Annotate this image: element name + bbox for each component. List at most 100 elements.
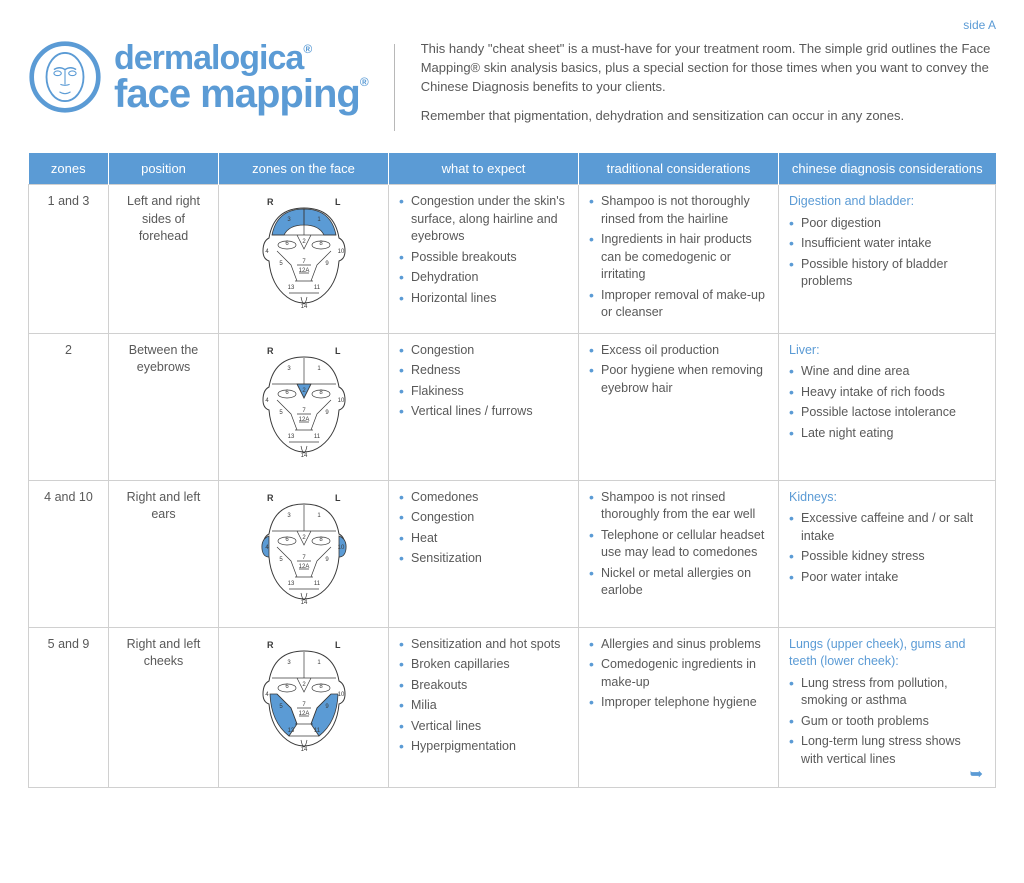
svg-text:14: 14 [301, 453, 308, 459]
bullet-list: Allergies and sinus problems Comedogenic … [589, 636, 768, 712]
list-item: Possible breakouts [399, 249, 568, 267]
th-zones: zones [29, 153, 109, 185]
list-item: Possible history of bladder problems [789, 256, 985, 291]
list-item: Nickel or metal allergies on earlobe [589, 565, 768, 600]
bullet-list: CongestionRednessFlakinessVertical lines… [399, 342, 568, 421]
continue-arrow-icon: ➥ [789, 771, 985, 779]
svg-text:13: 13 [288, 728, 295, 734]
logo-block: dermalogica face mapping [28, 40, 368, 114]
list-item: Telephone or cellular headset use may le… [589, 527, 768, 562]
svg-text:13: 13 [288, 434, 295, 440]
zone-cell: 5 and 9 [29, 627, 109, 788]
face-diagram-cell: R L [219, 480, 389, 627]
list-item: Sensitization and hot spots [399, 636, 568, 654]
chinese-title: Kidneys: [789, 489, 985, 507]
svg-text:10: 10 [338, 398, 345, 404]
list-item: Gum or tooth problems [789, 713, 985, 731]
list-item: Comedones [399, 489, 568, 507]
svg-text:14: 14 [301, 304, 308, 310]
list-item: Late night eating [789, 425, 985, 443]
list-item: Heavy intake of rich foods [789, 384, 985, 402]
th-chinese: chinese diagnosis considerations [779, 153, 996, 185]
header-divider [394, 44, 395, 131]
list-item: Vertical lines [399, 718, 568, 736]
list-item: Broken capillaries [399, 656, 568, 674]
list-item: Allergies and sinus problems [589, 636, 768, 654]
face-logo-icon [28, 40, 102, 114]
position-cell: Right and left cheeks [109, 627, 219, 788]
intro-text: This handy "cheat sheet" is a must-have … [421, 40, 996, 135]
intro-p2: Remember that pigmentation, dehydration … [421, 107, 996, 126]
table-row: 1 and 3Left and right sides of forehead … [29, 185, 996, 334]
list-item: Congestion [399, 342, 568, 360]
side-label: side A [28, 18, 996, 32]
list-item: Heat [399, 530, 568, 548]
bullet-list: Shampoo is not rinsed thoroughly from th… [589, 489, 768, 600]
zone-cell: 2 [29, 333, 109, 480]
bullet-list: Lung stress from pollution, smoking or a… [789, 675, 985, 769]
list-item: Hyperpigmentation [399, 738, 568, 756]
list-item: Congestion under the skin's surface, alo… [399, 193, 568, 246]
bullet-list: Comedones Congestion Heat Sensitization [399, 489, 568, 568]
list-item: Wine and dine area [789, 363, 985, 381]
svg-text:L: L [335, 493, 341, 503]
list-item: Milia [399, 697, 568, 715]
list-item: Shampoo is not thoroughly rinsed from th… [589, 193, 768, 228]
position-cell: Left and right sides of forehead [109, 185, 219, 334]
intro-p1: This handy "cheat sheet" is a must-have … [421, 40, 996, 97]
list-item: Comedogenic ingredients in make-up [589, 656, 768, 691]
svg-text:10: 10 [338, 249, 345, 255]
table-row: 5 and 9Right and left cheeks R L [29, 627, 996, 788]
table-row: 2Between the eyebrows R L [29, 333, 996, 480]
th-expect: what to expect [389, 153, 579, 185]
position-cell: Between the eyebrows [109, 333, 219, 480]
chinese-title: Liver: [789, 342, 985, 360]
th-position: position [109, 153, 219, 185]
list-item: Horizontal lines [399, 290, 568, 308]
expect-cell: Comedones Congestion Heat Sensitization [389, 480, 579, 627]
list-item: Poor digestion [789, 215, 985, 233]
page-header: dermalogica face mapping This handy "che… [28, 40, 996, 135]
svg-text:12A: 12A [299, 564, 310, 570]
svg-text:13: 13 [288, 581, 295, 587]
traditional-cell: Shampoo is not thoroughly rinsed from th… [579, 185, 779, 334]
chinese-cell: Lungs (upper cheek), gums and teeth (low… [779, 627, 996, 788]
list-item: Dehydration [399, 269, 568, 287]
list-item: Possible kidney stress [789, 548, 985, 566]
position-cell: Right and left ears [109, 480, 219, 627]
brand-line1: dermalogica [114, 41, 368, 75]
bullet-list: Excess oil productionPoor hygiene when r… [589, 342, 768, 398]
svg-text:10: 10 [338, 545, 345, 551]
svg-text:10: 10 [338, 692, 345, 698]
list-item: Improper telephone hygiene [589, 694, 768, 712]
brand-line2: face mapping [114, 75, 368, 113]
list-item: Poor water intake [789, 569, 985, 587]
list-item: Possible lactose intolerance [789, 404, 985, 422]
table-header-row: zones position zones on the face what to… [29, 153, 996, 185]
svg-text:R: R [267, 197, 274, 207]
svg-text:R: R [267, 346, 274, 356]
list-item: Sensitization [399, 550, 568, 568]
svg-text:14: 14 [301, 747, 308, 753]
svg-text:11: 11 [314, 728, 321, 734]
svg-text:L: L [335, 640, 341, 650]
logo-text: dermalogica face mapping [114, 41, 368, 113]
bullet-list: Excessive caffeine and / or salt intakeP… [789, 510, 985, 586]
face-diagram-cell: R L [219, 627, 389, 788]
list-item: Shampoo is not rinsed thoroughly from th… [589, 489, 768, 524]
traditional-cell: Excess oil productionPoor hygiene when r… [579, 333, 779, 480]
list-item: Ingredients in hair products can be come… [589, 231, 768, 284]
list-item: Improper removal of make-up or cleanser [589, 287, 768, 322]
bullet-list: Sensitization and hot spots Broken capill… [399, 636, 568, 756]
zone-cell: 4 and 10 [29, 480, 109, 627]
table-row: 4 and 10Right and left ears R L [29, 480, 996, 627]
th-face: zones on the face [219, 153, 389, 185]
bullet-list: Congestion under the skin's surface, alo… [399, 193, 568, 307]
list-item: Congestion [399, 509, 568, 527]
svg-text:11: 11 [314, 285, 321, 291]
svg-text:12A: 12A [299, 268, 310, 274]
traditional-cell: Allergies and sinus problems Comedogenic … [579, 627, 779, 788]
expect-cell: Sensitization and hot spots Broken capill… [389, 627, 579, 788]
list-item: Vertical lines / furrows [399, 403, 568, 421]
list-item: Excess oil production [589, 342, 768, 360]
